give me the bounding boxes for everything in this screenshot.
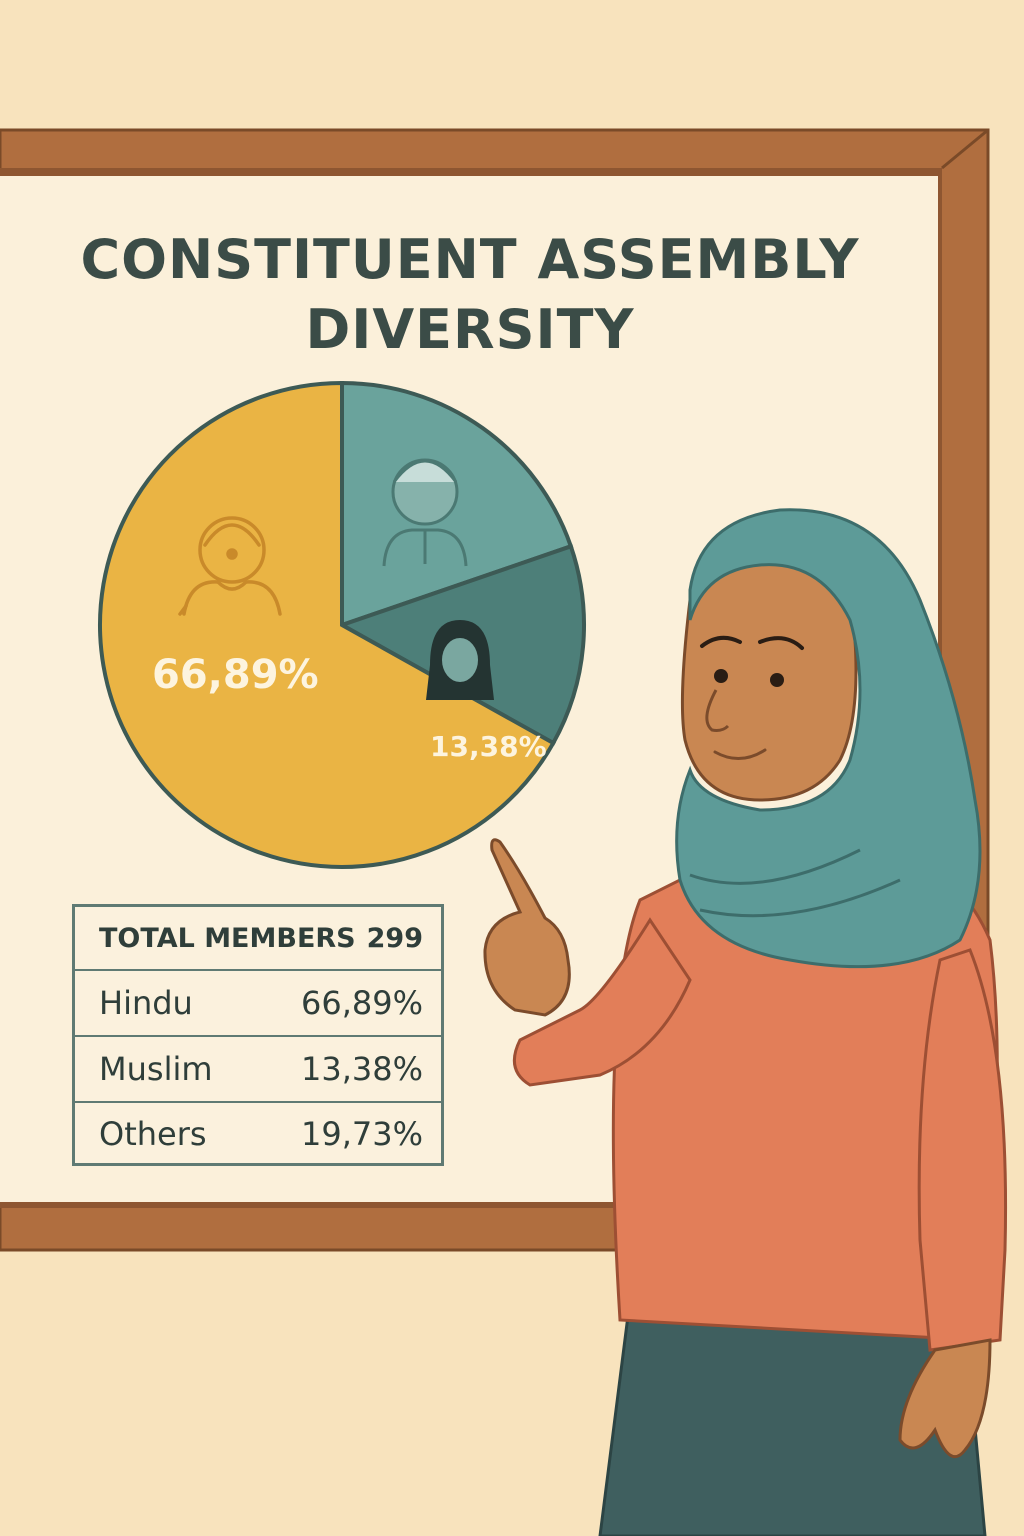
table-row-name: Hindu — [99, 984, 193, 1022]
table-row: Others 19,73% — [75, 1103, 441, 1165]
muslim-woman-icon — [426, 620, 494, 700]
others-person-icon — [382, 458, 468, 567]
table-row-name: Others — [99, 1115, 207, 1153]
table-row-value: 66,89% — [300, 984, 423, 1022]
table-row-value: 13,38% — [300, 1050, 423, 1088]
table-row-name: Muslim — [99, 1050, 213, 1088]
table-row: Hindu 66,89% — [75, 971, 441, 1035]
table-divider — [75, 1101, 441, 1103]
total-members-value: 299 — [366, 922, 423, 954]
pie-slice-hindu — [98, 380, 556, 869]
pie-label-hindu: 66,89% — [152, 652, 319, 698]
chart-title-line-1: CONSTITUENT ASSEMBLY — [80, 228, 860, 291]
presenter-figure — [483, 508, 1008, 1536]
members-table: TOTAL MEMBERS 299 Hindu 66,89% Muslim 13… — [72, 904, 444, 1166]
table-row-value: 19,73% — [300, 1115, 423, 1153]
table-divider — [75, 969, 441, 971]
table-divider — [75, 1035, 441, 1037]
pie-chart — [98, 380, 586, 869]
chart-title-line-2: DIVERSITY — [305, 298, 635, 361]
hindu-person-icon — [178, 516, 282, 616]
table-header-row: TOTAL MEMBERS 299 — [75, 907, 441, 969]
table-row: Muslim 13,38% — [75, 1037, 441, 1101]
total-members-label: TOTAL MEMBERS — [99, 922, 356, 954]
pie-label-muslim: 13,38% — [430, 730, 547, 763]
